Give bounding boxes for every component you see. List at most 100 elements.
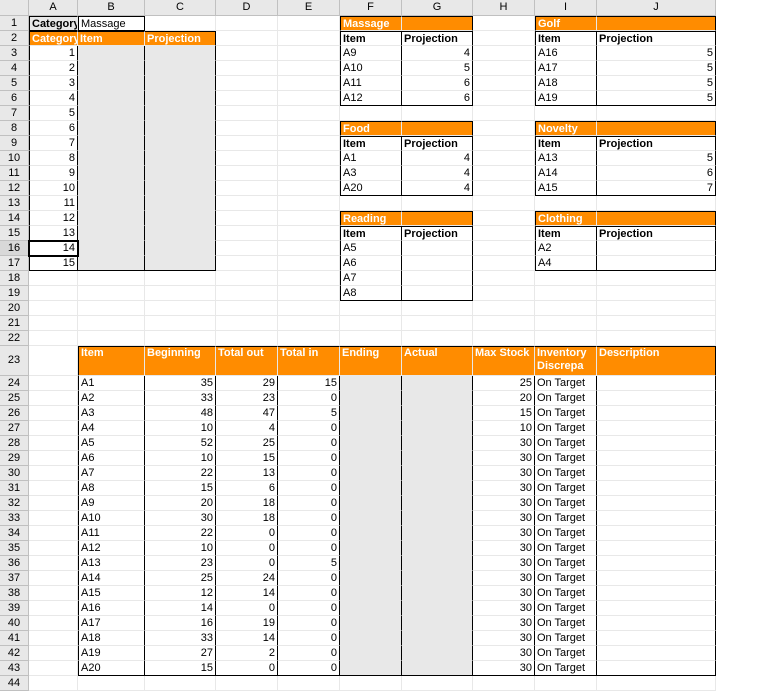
row-header-17[interactable]: 17 [0, 256, 29, 271]
cell-D16[interactable] [216, 241, 278, 256]
row-header-34[interactable]: 34 [0, 526, 29, 541]
cell-B38[interactable]: A15 [78, 586, 145, 601]
cell-E39[interactable]: 0 [278, 601, 340, 616]
cell-H1[interactable] [473, 16, 535, 31]
row-header-35[interactable]: 35 [0, 541, 29, 556]
col-header-A[interactable]: A [29, 0, 78, 16]
cell-C17[interactable] [145, 256, 216, 271]
cell-G33[interactable] [402, 511, 473, 526]
cell-B11[interactable] [78, 166, 145, 181]
cell-B8[interactable] [78, 121, 145, 136]
row-header-37[interactable]: 37 [0, 571, 29, 586]
cell-F41[interactable] [340, 631, 402, 646]
cell-I36[interactable]: On Target [535, 556, 597, 571]
cell-F28[interactable] [340, 436, 402, 451]
cell-F22[interactable] [340, 331, 402, 346]
cell-J4[interactable]: 5 [597, 61, 716, 76]
cell-D32[interactable]: 18 [216, 496, 278, 511]
row-header-39[interactable]: 39 [0, 601, 29, 616]
cell-E42[interactable]: 0 [278, 646, 340, 661]
cell-J3[interactable]: 5 [597, 46, 716, 61]
cell-A11[interactable]: 9 [29, 166, 78, 181]
cell-H8[interactable] [473, 121, 535, 136]
cell-G22[interactable] [402, 331, 473, 346]
cell-A15[interactable]: 13 [29, 226, 78, 241]
cell-A18[interactable] [29, 271, 78, 286]
cell-B34[interactable]: A11 [78, 526, 145, 541]
cell-C29[interactable]: 10 [145, 451, 216, 466]
cell-J32[interactable] [597, 496, 716, 511]
cell-D19[interactable] [216, 286, 278, 301]
cell-F38[interactable] [340, 586, 402, 601]
cell-H22[interactable] [473, 331, 535, 346]
cell-J7[interactable] [597, 106, 716, 121]
cell-I26[interactable]: On Target [535, 406, 597, 421]
cell-I18[interactable] [535, 271, 597, 286]
cell-C21[interactable] [145, 316, 216, 331]
cell-H18[interactable] [473, 271, 535, 286]
cell-G13[interactable] [402, 196, 473, 211]
cell-A5[interactable]: 3 [29, 76, 78, 91]
cell-F27[interactable] [340, 421, 402, 436]
cell-H16[interactable] [473, 241, 535, 256]
cell-F1[interactable]: Massage [340, 16, 402, 31]
cell-A43[interactable] [29, 661, 78, 676]
cell-F9[interactable]: Item [340, 136, 402, 151]
cell-B39[interactable]: A16 [78, 601, 145, 616]
row-header-11[interactable]: 11 [0, 166, 29, 181]
cell-B31[interactable]: A8 [78, 481, 145, 496]
cell-G6[interactable]: 6 [402, 91, 473, 106]
cell-J16[interactable] [597, 241, 716, 256]
row-header-38[interactable]: 38 [0, 586, 29, 601]
cell-A12[interactable]: 10 [29, 181, 78, 196]
cell-A25[interactable] [29, 391, 78, 406]
cell-I9[interactable]: Item [535, 136, 597, 151]
col-header-E[interactable]: E [278, 0, 340, 16]
cell-J18[interactable] [597, 271, 716, 286]
cell-D3[interactable] [216, 46, 278, 61]
cell-I25[interactable]: On Target [535, 391, 597, 406]
cell-G32[interactable] [402, 496, 473, 511]
cell-D41[interactable]: 14 [216, 631, 278, 646]
cell-D11[interactable] [216, 166, 278, 181]
cell-I15[interactable]: Item [535, 226, 597, 241]
cell-I13[interactable] [535, 196, 597, 211]
cell-H2[interactable] [473, 31, 535, 46]
cell-A29[interactable] [29, 451, 78, 466]
cell-G25[interactable] [402, 391, 473, 406]
cell-G37[interactable] [402, 571, 473, 586]
cell-D33[interactable]: 18 [216, 511, 278, 526]
row-header-32[interactable]: 32 [0, 496, 29, 511]
cell-G11[interactable]: 4 [402, 166, 473, 181]
cell-D37[interactable]: 24 [216, 571, 278, 586]
cell-F17[interactable]: A6 [340, 256, 402, 271]
cell-F31[interactable] [340, 481, 402, 496]
cell-E33[interactable]: 0 [278, 511, 340, 526]
row-header-15[interactable]: 15 [0, 226, 29, 241]
cell-F39[interactable] [340, 601, 402, 616]
cell-C33[interactable]: 30 [145, 511, 216, 526]
cell-J2[interactable]: Projection [597, 31, 716, 46]
cell-I12[interactable]: A15 [535, 181, 597, 196]
row-header-3[interactable]: 3 [0, 46, 29, 61]
row-header-19[interactable]: 19 [0, 286, 29, 301]
cell-E13[interactable] [278, 196, 340, 211]
cell-C18[interactable] [145, 271, 216, 286]
cell-B25[interactable]: A2 [78, 391, 145, 406]
cell-B14[interactable] [78, 211, 145, 226]
cell-F5[interactable]: A11 [340, 76, 402, 91]
row-header-9[interactable]: 9 [0, 136, 29, 151]
cell-G43[interactable] [402, 661, 473, 676]
cell-D14[interactable] [216, 211, 278, 226]
cell-A34[interactable] [29, 526, 78, 541]
cell-F26[interactable] [340, 406, 402, 421]
cell-I24[interactable]: On Target [535, 376, 597, 391]
cell-B21[interactable] [78, 316, 145, 331]
cell-J15[interactable]: Projection [597, 226, 716, 241]
cell-B3[interactable] [78, 46, 145, 61]
cell-D4[interactable] [216, 61, 278, 76]
cell-H13[interactable] [473, 196, 535, 211]
cell-H41[interactable]: 30 [473, 631, 535, 646]
cell-D12[interactable] [216, 181, 278, 196]
cell-E35[interactable]: 0 [278, 541, 340, 556]
